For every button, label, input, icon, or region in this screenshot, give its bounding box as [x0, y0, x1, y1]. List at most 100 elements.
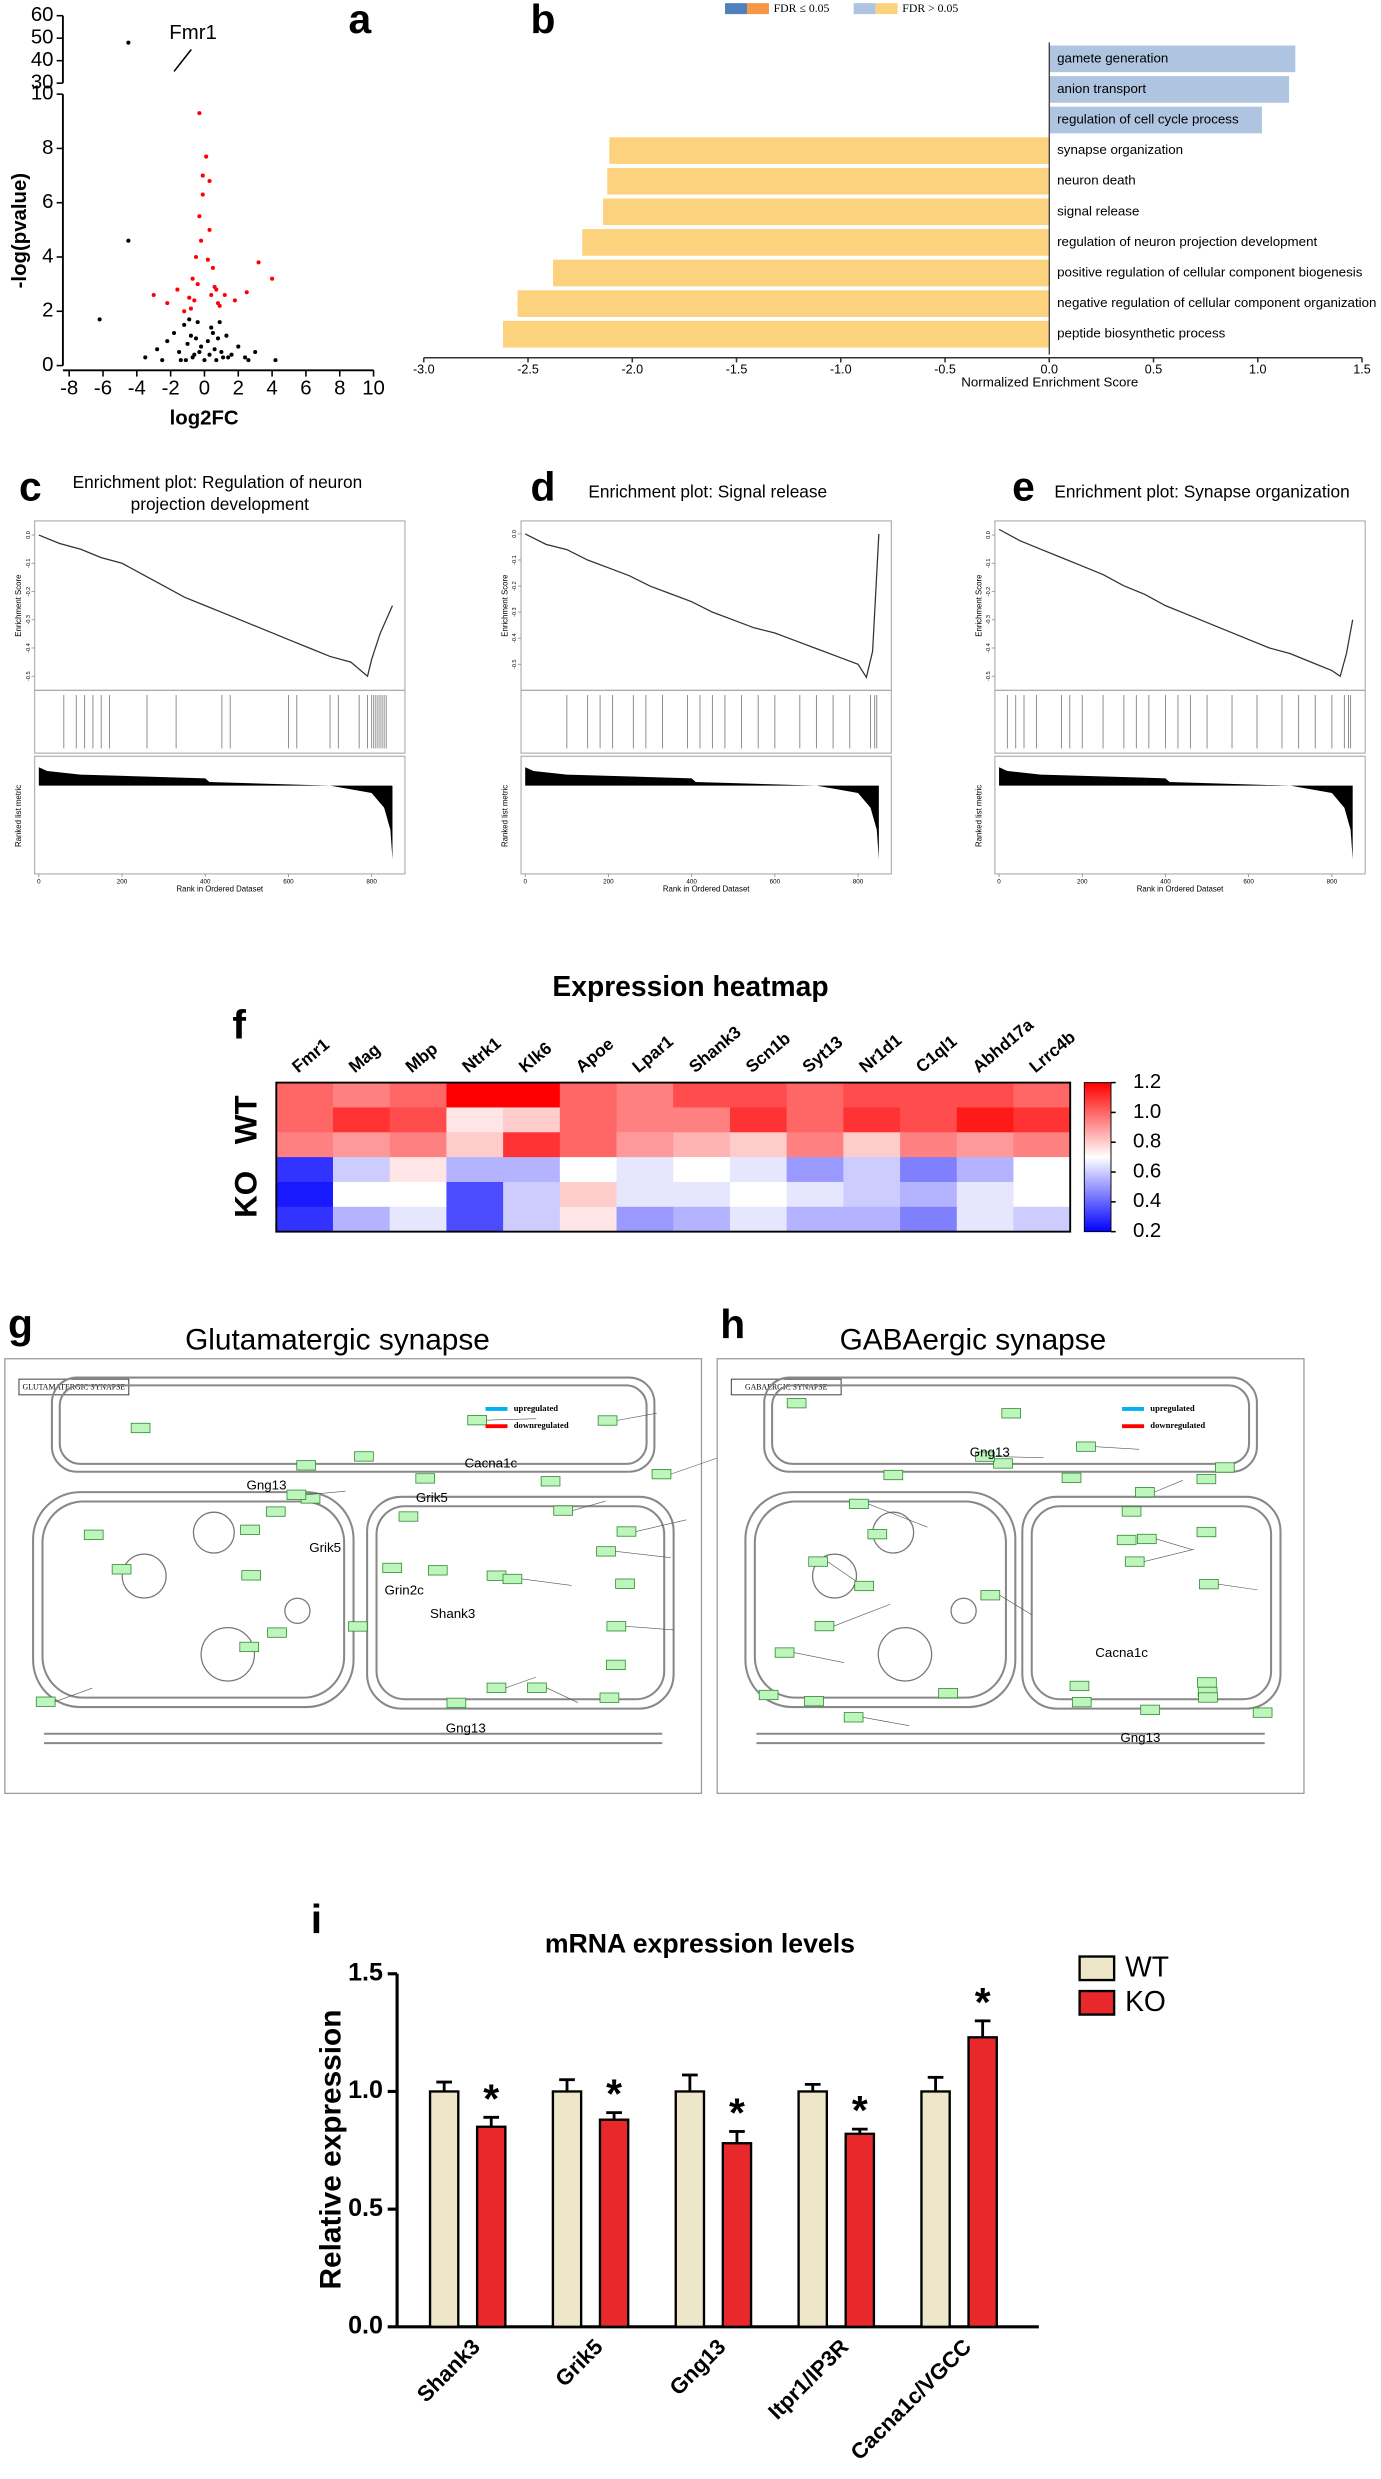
y-tick-label: -0.3 — [986, 615, 992, 624]
gene-box — [1196, 1473, 1217, 1485]
chart-title: Enrichment plot: Regulation of neuron pr… — [73, 472, 367, 514]
gene-box — [286, 1489, 307, 1500]
column-label: Apoe — [571, 1034, 617, 1077]
bar — [721, 2142, 753, 2328]
heat-cell — [389, 1107, 447, 1133]
y-tick-label: 0.5 — [348, 2194, 383, 2222]
vesicle — [200, 1626, 256, 1682]
point — [182, 309, 187, 314]
gene-box — [35, 1696, 56, 1707]
heat-cell — [843, 1132, 901, 1158]
point — [236, 344, 241, 349]
legend-label: FDR ≤ 0.05 — [774, 2, 830, 15]
heat-cell — [786, 1082, 844, 1108]
point — [199, 344, 204, 349]
point — [171, 330, 177, 336]
legend-swatch — [853, 3, 876, 15]
membrane — [41, 1500, 346, 1699]
gene-box — [347, 1621, 368, 1632]
heat-cell — [673, 1157, 731, 1183]
heat-cell — [1013, 1132, 1071, 1158]
gene-box — [1197, 1677, 1217, 1688]
bar — [1049, 106, 1262, 134]
bar — [551, 2090, 583, 2328]
arrow — [521, 1578, 572, 1586]
metric-box — [520, 755, 892, 875]
point — [253, 349, 258, 355]
point — [197, 214, 202, 219]
x-tick-label: 0 — [199, 377, 210, 399]
gene-label: Cacna1c — [1095, 1645, 1148, 1660]
x-tick-label: -8 — [60, 377, 78, 399]
gene-box — [502, 1573, 523, 1585]
gene-box — [615, 1578, 635, 1589]
category-label: anion transport — [1057, 81, 1146, 96]
y-tick-label: 40 — [31, 49, 54, 71]
chart-title: mRNA expression levels — [545, 1929, 855, 1959]
gene-box — [553, 1505, 573, 1516]
category-label: regulation of cell cycle process — [1057, 112, 1239, 127]
category-label: neuron death — [1057, 173, 1136, 188]
x-tick-label: 0 — [37, 878, 41, 885]
vesicle — [284, 1597, 311, 1624]
x-tick-label: 800 — [853, 878, 864, 885]
point — [187, 317, 192, 322]
point — [143, 355, 148, 360]
legend-label: KO — [1125, 1985, 1166, 2017]
panel-letter: g — [8, 1301, 33, 1347]
heat-cell — [446, 1206, 504, 1233]
point — [207, 178, 212, 184]
y-axis-label: Enrichment Score — [500, 575, 509, 637]
panel-letter: a — [348, 0, 371, 42]
y-tick-label: -0.2 — [986, 587, 992, 596]
gene-box — [1001, 1408, 1022, 1419]
gene-box — [415, 1473, 436, 1484]
heat-cell — [332, 1206, 391, 1233]
gene-box — [804, 1696, 824, 1707]
gene-box — [1196, 1526, 1217, 1538]
legend-label: FDR > 0.05 — [902, 2, 958, 15]
bar — [475, 2125, 507, 2328]
heat-cell — [446, 1181, 504, 1208]
y-tick-label: 60 — [31, 4, 54, 26]
gene-label: Gng13 — [446, 1721, 486, 1736]
y-tick-label: 0.0 — [986, 531, 992, 539]
gene-box — [130, 1422, 151, 1434]
panel-letter: e — [1012, 463, 1035, 509]
column-label: Scn1b — [742, 1028, 795, 1077]
gene-box — [111, 1564, 132, 1575]
es-box — [994, 520, 1366, 691]
point — [177, 349, 182, 355]
gene-box — [993, 1458, 1013, 1469]
heat-cell — [1013, 1082, 1071, 1108]
x-tick-label: 0 — [997, 878, 1001, 885]
gene-box — [774, 1647, 795, 1658]
heat-cell — [786, 1157, 844, 1183]
x-tick-label: 0 — [523, 878, 527, 885]
arrow — [670, 1457, 720, 1475]
point — [183, 358, 188, 363]
heat-cell — [389, 1132, 447, 1158]
heat-cell — [559, 1181, 618, 1208]
heat-cell — [559, 1157, 618, 1183]
gene-box — [980, 1590, 1001, 1601]
heat-cell — [616, 1132, 674, 1158]
colorbar-label: 0.2 — [1133, 1220, 1161, 1242]
membrane — [753, 1500, 1007, 1699]
heat-cell — [956, 1181, 1014, 1208]
gene-box — [606, 1659, 626, 1671]
x-tick-label: 1.5 — [1353, 363, 1370, 377]
membrane — [32, 1491, 355, 1709]
heat-cell — [729, 1157, 788, 1183]
gene-box — [527, 1682, 547, 1693]
x-tick-label: 4 — [266, 377, 277, 399]
column-label: Ntrk1 — [458, 1033, 505, 1077]
heat-cell — [786, 1132, 844, 1158]
point — [192, 298, 197, 303]
gene-box — [758, 1689, 779, 1701]
heat-cell — [673, 1132, 731, 1158]
colorbar-label: 1.2 — [1133, 1071, 1161, 1093]
legend-label: downregulated — [1150, 1420, 1205, 1430]
gene-box — [398, 1511, 419, 1522]
arrow — [868, 1503, 928, 1528]
